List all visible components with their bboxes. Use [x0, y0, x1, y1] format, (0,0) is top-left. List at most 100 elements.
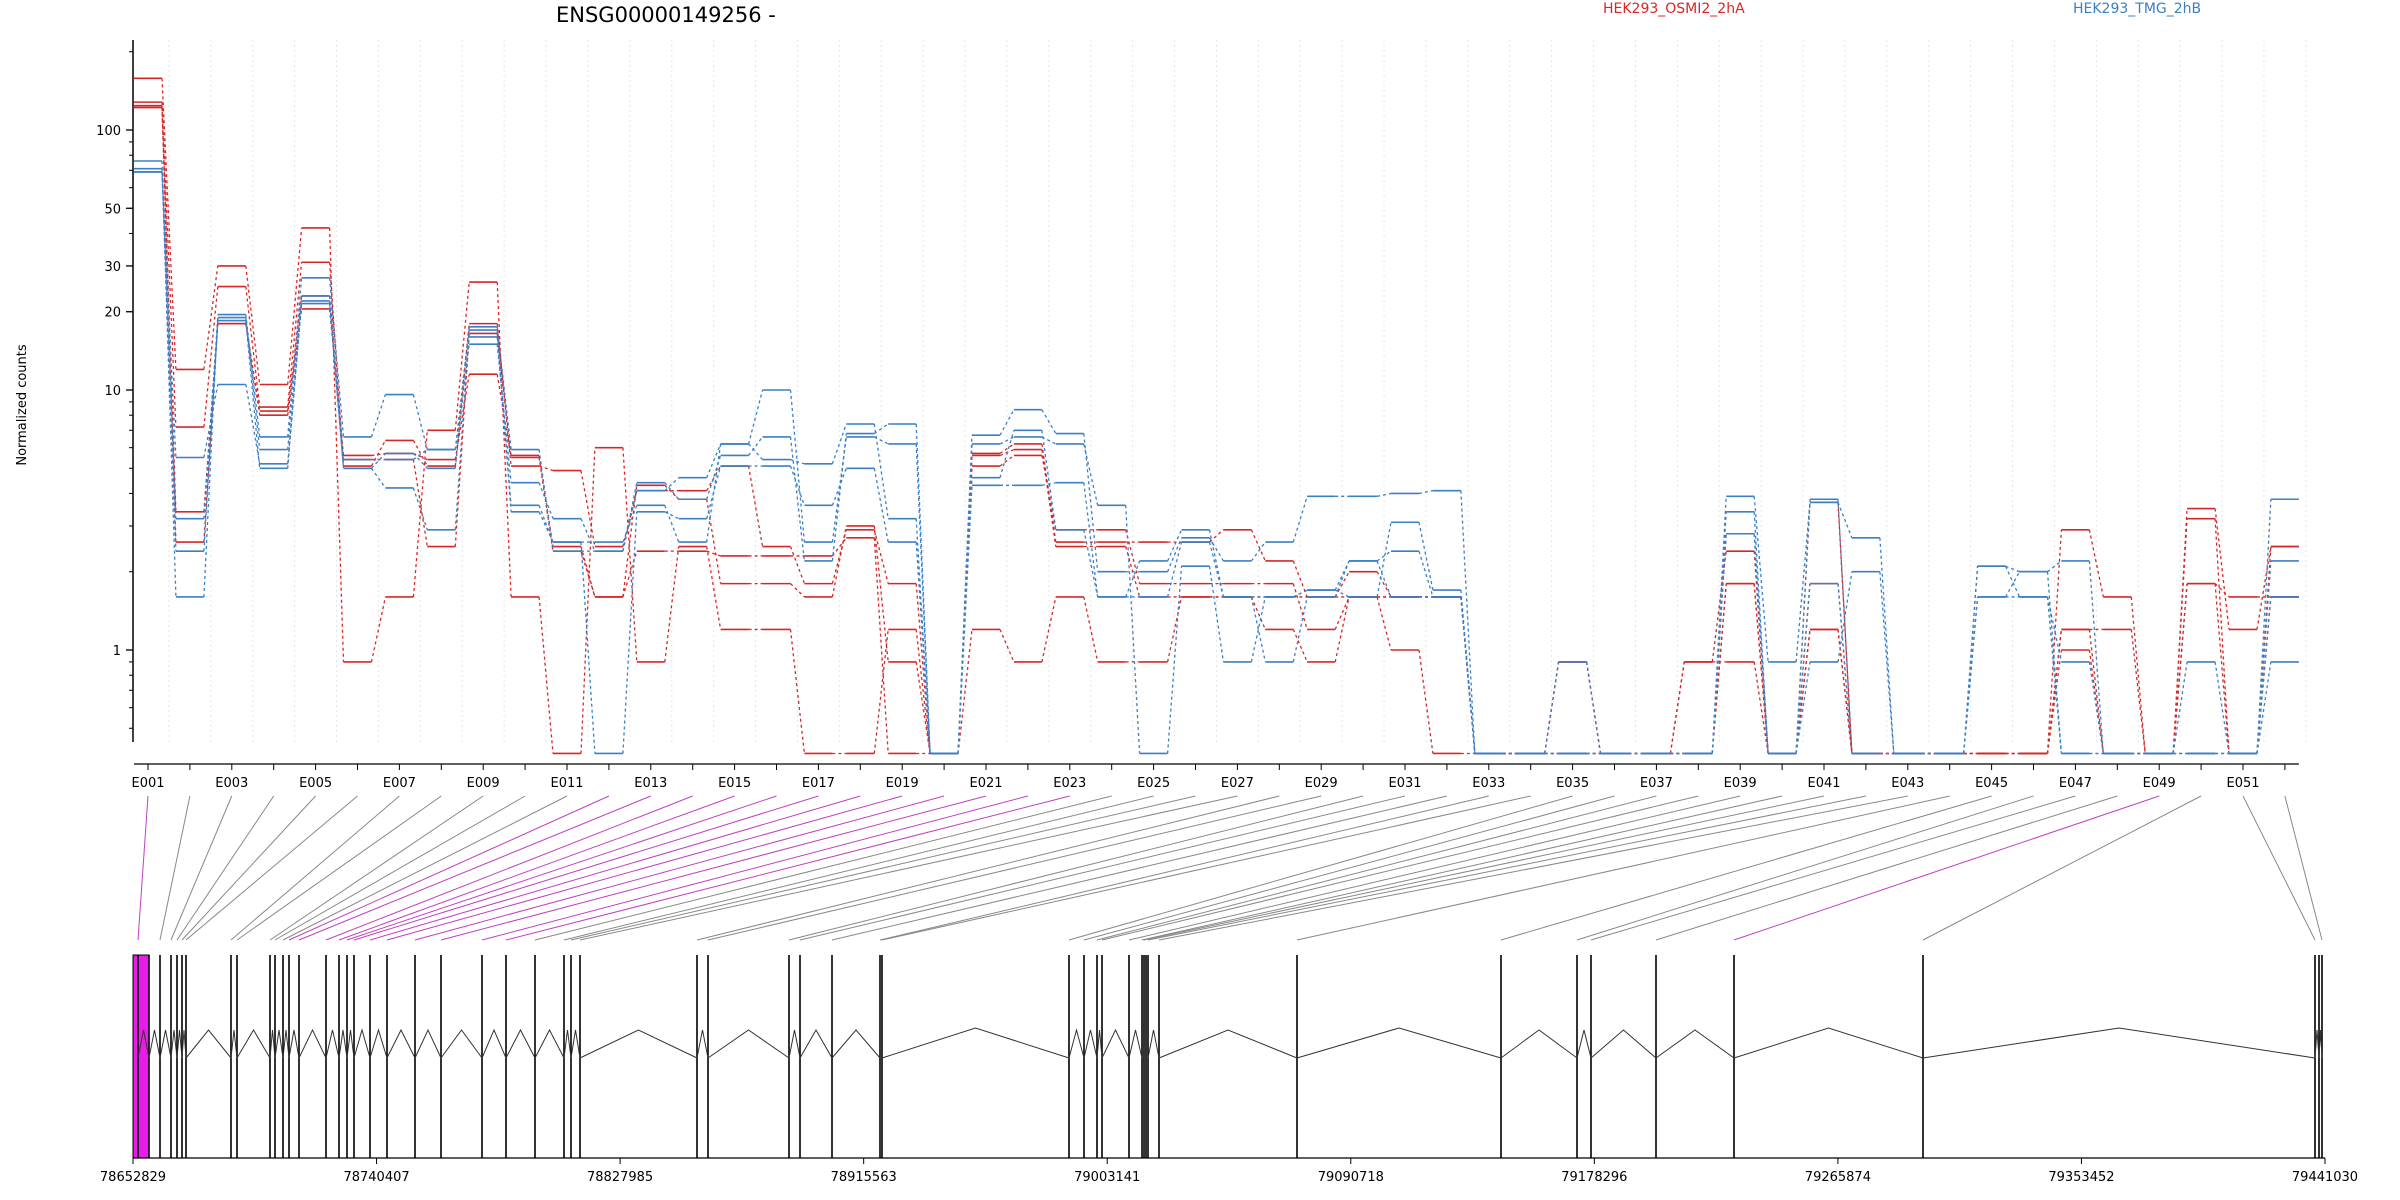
exon-transition-segment — [1795, 502, 1811, 662]
x-tick-label: E043 — [1891, 776, 1924, 791]
intron-line — [707, 1029, 790, 1059]
exon-transition-segment — [245, 314, 261, 437]
exon-transition-segment — [496, 282, 512, 597]
exon-transition-segment — [831, 537, 847, 557]
exon-transition-segment — [1753, 533, 1769, 754]
y-tick-label: 50 — [104, 202, 121, 217]
intron-line — [414, 1028, 442, 1059]
series-tmg-4 — [134, 160, 2299, 755]
exon-transition-segment — [328, 300, 345, 469]
exon-transition-segment — [999, 430, 1015, 478]
y-tick-label: 10 — [104, 384, 121, 399]
exon-transition-segment — [915, 583, 931, 754]
exon-transition-segment — [1795, 499, 1811, 754]
exon-transition-segment — [2046, 596, 2063, 754]
exon-connector — [831, 795, 1448, 941]
exon-transition-segment — [1711, 533, 1727, 754]
intron-line — [269, 1029, 276, 1059]
legend: HEK293_OSMI2_2hA HEK293_TMG_2hB — [1603, 1, 2201, 17]
exon-transition-segment — [999, 443, 1015, 455]
exon-transition-segment — [1418, 649, 1434, 754]
exon-transition-segment — [538, 505, 554, 543]
intron-line — [176, 1029, 183, 1059]
exon-connector — [1576, 795, 2034, 941]
exon-transition-segment — [1753, 511, 1769, 754]
exon-transition-segment — [706, 550, 721, 557]
exon-connector — [1147, 795, 1866, 941]
legend-item-osmi: HEK293_OSMI2_2hA — [1603, 1, 1745, 17]
exon-connector — [1128, 795, 1741, 941]
legend-item-tmg: HEK293_TMG_2hB — [2073, 1, 2201, 17]
exon-transition-segment — [1334, 596, 1350, 663]
exon-transition-segment — [245, 265, 261, 385]
exon-transition-segment — [412, 487, 428, 530]
intron-line — [1296, 1027, 1502, 1059]
series-lines — [134, 77, 2299, 755]
exon-transition-segment — [957, 477, 973, 754]
exon-transition-segment — [1166, 566, 1183, 754]
exon-transition-segment — [245, 384, 261, 464]
x-tick-label: E005 — [299, 776, 332, 791]
exon-transition-segment — [203, 323, 219, 543]
exon-transition-segment — [2046, 571, 2063, 754]
exon-transition-segment — [1041, 409, 1057, 434]
exon-transition-segment — [2047, 560, 2062, 573]
exon-transition-segment — [873, 629, 889, 754]
exon-transition-segment — [1460, 596, 1476, 754]
exon-transition-segment — [287, 227, 303, 385]
x-tick-label: E017 — [802, 776, 835, 791]
exon-transition-segment — [161, 168, 177, 519]
intron-line — [788, 1029, 801, 1059]
exon-transition-segment — [1041, 449, 1057, 547]
exon-transition-segment — [2256, 546, 2272, 630]
exon-transition-segment — [789, 629, 806, 754]
exon-transition-segment — [1376, 522, 1392, 598]
exon-transition-segment — [789, 389, 806, 543]
exon-transition-segment — [1837, 502, 1853, 539]
x-tick-label: E025 — [1137, 776, 1170, 791]
exon-transition-segment — [287, 295, 303, 450]
exon-transition-segment — [370, 440, 386, 467]
exon-connector — [534, 795, 1112, 941]
x-tick-label: E007 — [383, 776, 416, 791]
exon-transition-segment — [245, 317, 261, 450]
intron-line — [1096, 1029, 1103, 1059]
exon-connector — [176, 795, 275, 941]
intron-line — [170, 1029, 178, 1059]
exon-transition-segment — [747, 465, 764, 547]
exon-transition-segment — [915, 629, 931, 754]
exon-connector — [563, 795, 1154, 941]
intron-line — [236, 1029, 271, 1059]
exon-transition-segment — [203, 265, 219, 370]
genomic-tick-label: 79178296 — [1561, 1170, 1627, 1185]
exon-transition-segment — [1376, 550, 1392, 562]
exon-transition-segment — [245, 320, 261, 469]
genomic-tick-label: 79090718 — [1318, 1170, 1384, 1185]
exon-connector — [159, 795, 191, 941]
intron-line — [230, 1029, 238, 1059]
exon-transition-segment — [1083, 482, 1099, 598]
exon-transition-segment — [2214, 583, 2230, 754]
exon-transition-segment — [2088, 649, 2104, 754]
genomic-tick-label: 79265874 — [1805, 1170, 1871, 1185]
intron-line — [1733, 1027, 1924, 1059]
intron-line — [282, 1029, 290, 1059]
exon-connector — [1590, 795, 2076, 941]
exon-transition-segment — [2256, 596, 2272, 754]
x-tick-label: E049 — [2143, 776, 2176, 791]
exon-connector — [386, 795, 903, 941]
exon-transition-segment — [873, 423, 889, 435]
exon-connector — [298, 795, 651, 941]
gene-model — [132, 954, 2323, 1159]
exon-transition-segment — [706, 465, 722, 491]
genomic-tick-label: 78740407 — [343, 1170, 409, 1185]
exon-connector — [1733, 795, 2160, 941]
x-tick-label: E019 — [886, 776, 919, 791]
series-tmg-7 — [134, 171, 2299, 755]
exon-connector — [338, 795, 735, 941]
x-tick-label: E011 — [550, 776, 583, 791]
exon-connector — [1083, 795, 1615, 941]
exon-transition-segment — [370, 596, 387, 663]
exon-connector — [346, 795, 777, 941]
